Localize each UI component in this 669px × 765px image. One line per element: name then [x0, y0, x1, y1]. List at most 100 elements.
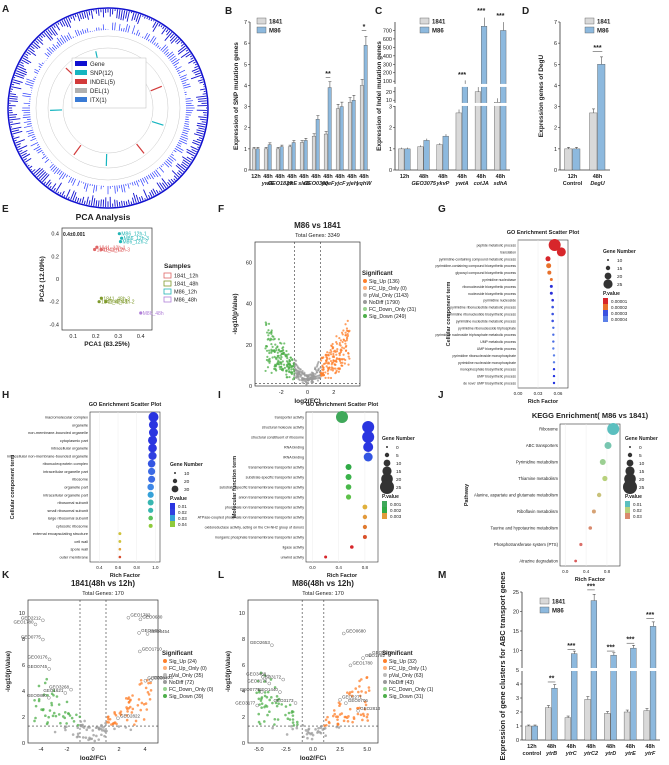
gene-point	[275, 358, 277, 360]
gene-point	[342, 341, 344, 343]
size-legend-marker	[628, 453, 632, 457]
gene-point	[274, 365, 276, 367]
panel-letter-I: I	[218, 390, 221, 401]
size-legend-marker	[627, 460, 634, 467]
gene-point	[59, 722, 62, 725]
gene-tick	[175, 39, 179, 42]
gene-tick	[171, 179, 174, 182]
gene-tick	[9, 101, 18, 102]
gene-point	[324, 377, 326, 379]
legend-label: M86_12h	[174, 290, 197, 296]
size-legend-label: 20	[617, 274, 623, 280]
term-label: intracellular organelle part	[43, 492, 89, 497]
gene-tick	[28, 165, 29, 166]
term-bubble	[363, 505, 368, 510]
gene-tick	[54, 25, 56, 28]
gene-tick	[32, 136, 35, 137]
legend-swatch	[257, 27, 266, 33]
term-label: macromolecular complex	[45, 415, 88, 420]
gene-tick	[195, 73, 200, 75]
gene-tick	[134, 13, 136, 20]
gene-tick	[197, 130, 205, 132]
legend-label: 1841	[269, 20, 283, 26]
gene-tick	[180, 75, 187, 78]
gene-tick	[179, 75, 180, 76]
gene-tick	[28, 50, 36, 56]
gene-tick	[30, 138, 36, 140]
gene-tick	[96, 185, 97, 191]
gene-tick	[52, 47, 55, 50]
gene-tick	[161, 25, 162, 27]
gene-point	[318, 377, 320, 379]
gene-tick	[199, 138, 202, 139]
gene-point	[317, 379, 319, 381]
term-label: ribonucleoside biosynthetic process	[462, 285, 516, 289]
panel-letter-M: M	[438, 570, 446, 581]
gene-point	[368, 686, 371, 689]
gene-point	[333, 709, 336, 712]
gene-tick	[98, 9, 99, 15]
bar	[545, 708, 551, 740]
gene-tick	[58, 23, 59, 25]
gene-point	[140, 679, 143, 682]
axis-break	[392, 84, 510, 87]
gene-tick	[191, 75, 201, 79]
gene-point	[125, 697, 128, 700]
gene-tick	[177, 172, 180, 175]
gene-label: GEO1780	[352, 660, 373, 665]
gene-tick	[23, 93, 31, 94]
bar	[256, 149, 259, 170]
gene-tick	[198, 101, 207, 102]
gene-point	[105, 730, 108, 733]
term-label: cytoplasmic part	[60, 438, 89, 443]
term-bubble	[551, 320, 554, 323]
term-label: pyrimidine ribonucleoside monophosphate	[452, 354, 516, 358]
gene-point	[67, 712, 70, 715]
gene-point	[311, 738, 314, 741]
x-axis-title: Rich Factor	[575, 577, 606, 583]
gene-tick	[93, 185, 94, 193]
x-axis-title: Rich Factor	[528, 399, 559, 405]
gene-label: GEO0745	[27, 664, 48, 669]
term-bubble	[148, 468, 155, 475]
gene-tick	[127, 11, 129, 21]
term-bubble	[149, 428, 158, 437]
gene-tick	[197, 147, 198, 148]
color-legend-label: 0.04	[178, 522, 187, 527]
gene-tick	[121, 10, 122, 20]
panel-letter-F: F	[218, 204, 224, 215]
gene-point	[283, 342, 285, 344]
gene-point	[279, 368, 281, 370]
term-label: cell wall	[74, 539, 88, 544]
bar	[443, 136, 449, 170]
term-label: UMP biosynthetic process	[477, 375, 516, 379]
bar	[585, 699, 591, 740]
gene-tick	[73, 37, 74, 38]
term-bubble	[148, 492, 154, 498]
gene-point	[290, 725, 293, 728]
gene-point	[364, 691, 367, 694]
term-bubble	[607, 423, 619, 435]
term-label: ribosomal subunit	[58, 500, 89, 505]
gene-tick	[123, 184, 125, 192]
color-legend-title: P.value	[603, 291, 620, 297]
gene-tick	[82, 29, 84, 34]
gene-tick	[123, 28, 124, 32]
gene-point	[132, 708, 135, 711]
gene-tick	[181, 134, 187, 136]
gene-point	[346, 327, 348, 329]
gene-point	[302, 382, 304, 384]
gene-tick	[31, 46, 35, 49]
term-label: ATPase-coupled phosphate ion transmembra…	[198, 516, 305, 520]
legend-swatch	[75, 79, 87, 84]
gene-tick	[159, 191, 160, 192]
gene-point	[71, 717, 74, 720]
x-tick-label: ytrC2	[583, 751, 598, 757]
gene-point	[288, 376, 290, 378]
x-tick-label: -2	[65, 747, 70, 753]
gene-tick	[185, 121, 189, 122]
gene-tick	[42, 152, 44, 153]
x-tick-label: 48h	[419, 174, 429, 180]
gene-tick	[68, 197, 69, 199]
gene-point	[347, 320, 349, 322]
